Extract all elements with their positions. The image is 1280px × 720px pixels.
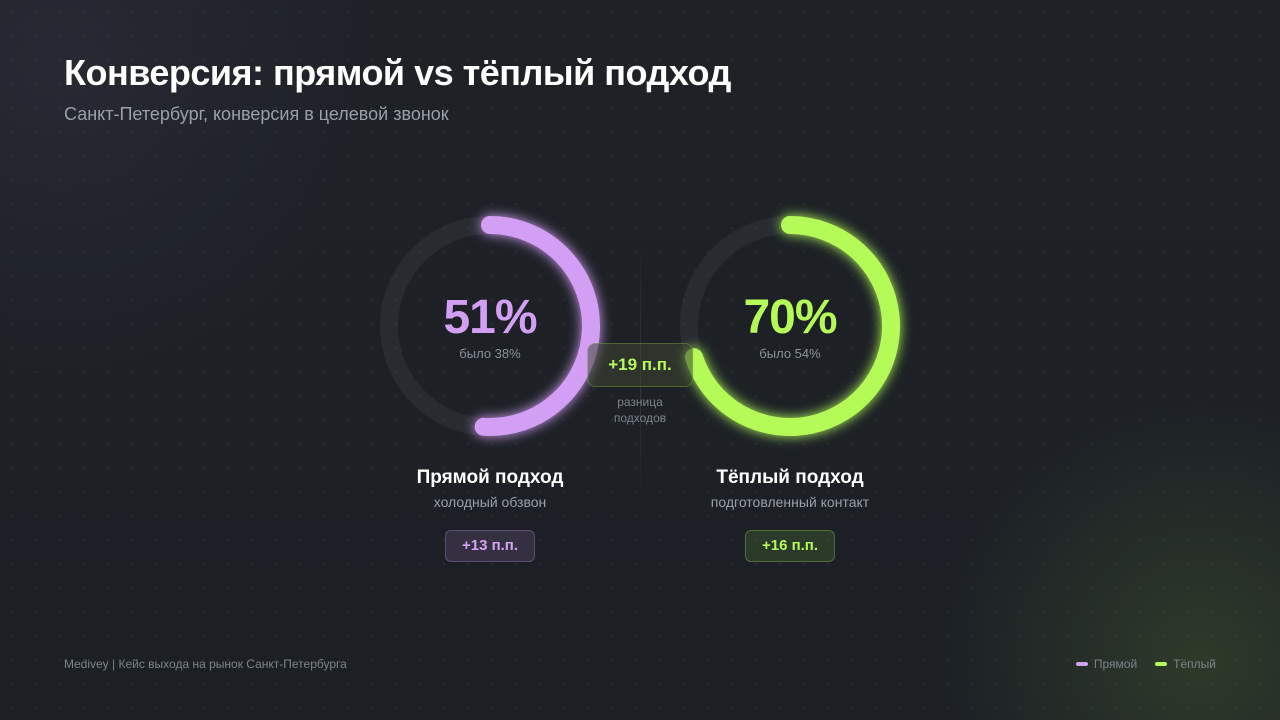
warm-group-label: Тёплый подход <box>716 467 864 488</box>
legend-label-warm: Тёплый <box>1173 657 1216 671</box>
ring-chart-warm: 70% было 54% <box>670 206 910 446</box>
direct-group-description: холодный обзвон <box>433 494 547 510</box>
warm-previous: было 54% <box>759 346 821 361</box>
legend-label-direct: Прямой <box>1093 657 1138 671</box>
direct-delta-badge: +13 п.п. <box>444 530 536 562</box>
difference-badge: +19 п.п. <box>587 343 693 387</box>
warm-value: 70% <box>743 291 837 344</box>
legend-item-warm: Тёплый <box>1155 657 1216 671</box>
legend: Прямой Тёплый <box>1075 657 1216 671</box>
page-subtitle: Санкт-Петербург, конверсия в целевой зво… <box>64 104 449 124</box>
legend-swatch-direct <box>1075 662 1088 666</box>
page-title: Конверсия: прямой vs тёплый подход <box>64 52 731 93</box>
direct-previous: было 38% <box>459 346 521 361</box>
difference-label: разница подходов <box>590 394 690 426</box>
warm-group-description: подготовленный контакт <box>710 494 870 510</box>
legend-item-direct: Прямой <box>1075 657 1138 671</box>
ring-chart-direct: 51% было 38% <box>370 206 610 446</box>
legend-swatch-warm <box>1155 662 1168 666</box>
footer-text: Medivey | Кейс выхода на рынок Санкт-Пет… <box>64 657 347 671</box>
ring-warm-svg <box>680 216 900 436</box>
ring-warm-arc <box>684 216 900 436</box>
warm-delta-badge: +16 п.п. <box>744 530 836 562</box>
ring-direct-svg <box>380 216 600 436</box>
direct-group-label: Прямой подход <box>416 467 564 488</box>
difference-label-line2: подходов <box>613 411 667 425</box>
direct-value: 51% <box>443 291 537 344</box>
ring-direct-arc <box>474 216 600 436</box>
difference-label-line1: разница <box>617 395 663 409</box>
